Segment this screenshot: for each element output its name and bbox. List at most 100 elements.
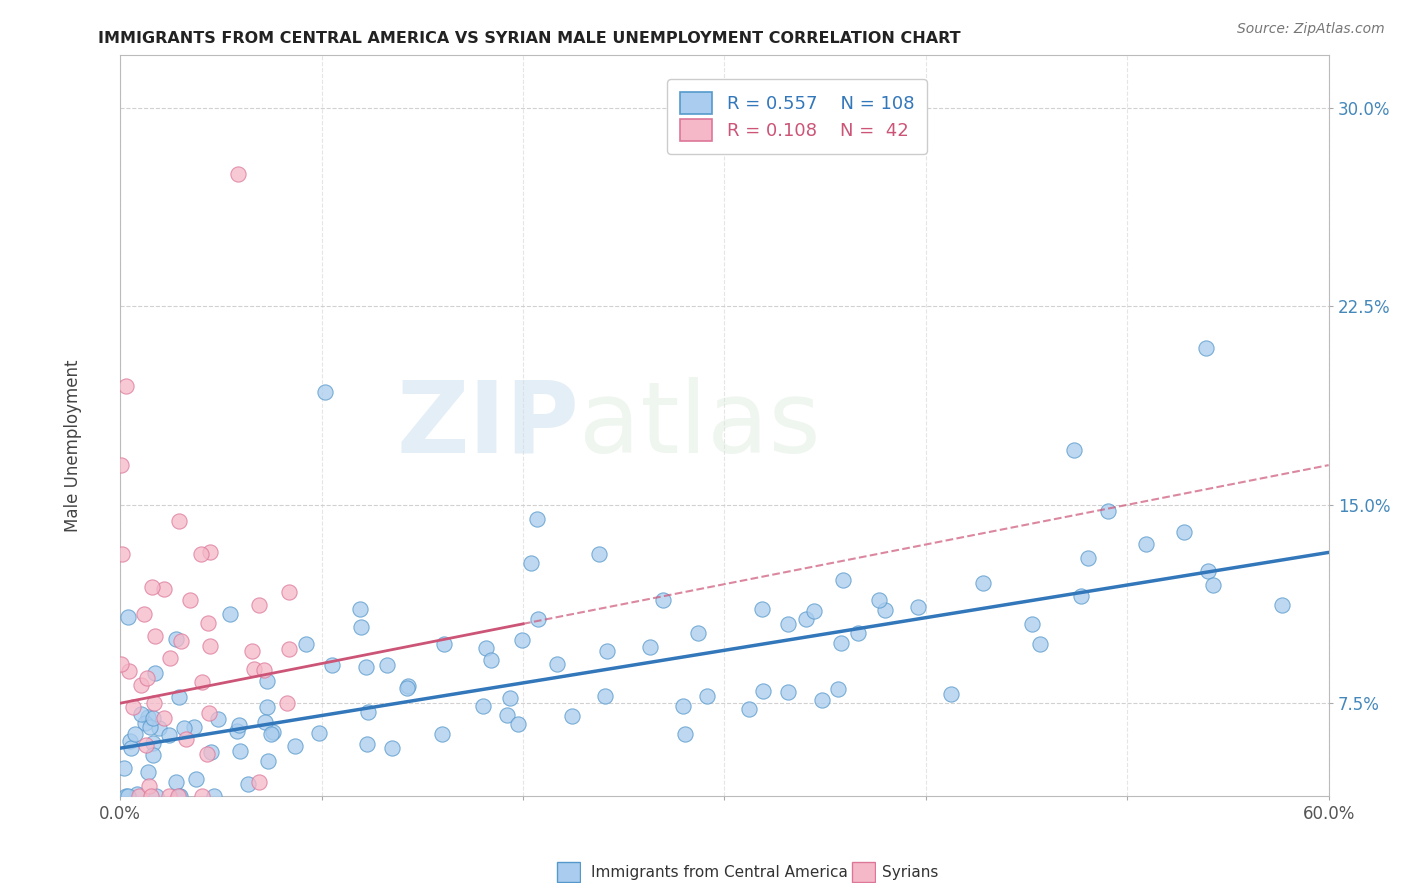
Point xyxy=(157,789,180,803)
Point xyxy=(256,674,278,689)
Text: Source: ZipAtlas.com: Source: ZipAtlas.com xyxy=(1237,22,1385,37)
Point xyxy=(191,675,214,690)
Point xyxy=(638,640,661,654)
Point xyxy=(169,515,191,529)
Text: atlas: atlas xyxy=(579,377,821,474)
Point xyxy=(128,789,150,803)
Point xyxy=(295,637,318,651)
Point xyxy=(672,698,695,713)
Point xyxy=(202,789,225,803)
Point xyxy=(225,723,247,738)
Point xyxy=(165,632,187,647)
Point xyxy=(173,721,195,735)
Point xyxy=(124,727,146,741)
Point xyxy=(688,625,710,640)
Point xyxy=(129,706,152,721)
Point xyxy=(357,705,380,719)
Point xyxy=(1197,564,1219,578)
Point xyxy=(115,378,138,392)
Point xyxy=(561,709,583,723)
Point xyxy=(198,706,221,720)
Point xyxy=(652,592,675,607)
Point xyxy=(321,658,343,673)
Point xyxy=(778,617,800,632)
Point xyxy=(167,690,190,704)
Point xyxy=(596,644,619,658)
Point xyxy=(846,625,869,640)
Point xyxy=(375,658,398,673)
Point xyxy=(673,727,696,741)
Legend: R = 0.557    N = 108, R = 0.108    N =  42: R = 0.557 N = 108, R = 0.108 N = 42 xyxy=(666,79,927,153)
Point xyxy=(496,708,519,723)
Point xyxy=(593,689,616,703)
Point xyxy=(153,582,176,597)
Point xyxy=(200,639,222,653)
Point xyxy=(207,712,229,726)
Point xyxy=(262,725,284,739)
Text: Immigrants from Central America: Immigrants from Central America xyxy=(591,865,848,880)
Point xyxy=(142,748,165,763)
Point xyxy=(256,700,278,714)
Point xyxy=(1021,617,1043,632)
Point xyxy=(350,620,373,634)
Point xyxy=(751,602,773,616)
Point xyxy=(117,609,139,624)
Point xyxy=(811,693,834,707)
Point xyxy=(157,728,180,742)
Point xyxy=(546,657,568,671)
Point xyxy=(136,764,159,779)
Point xyxy=(148,721,170,735)
Point xyxy=(117,789,139,803)
Point xyxy=(972,576,994,591)
Point xyxy=(167,789,190,803)
Point xyxy=(120,741,142,756)
Point xyxy=(110,657,132,671)
Point xyxy=(510,632,533,647)
Point xyxy=(1271,598,1294,612)
Point xyxy=(430,727,453,741)
Point xyxy=(356,737,378,751)
Point xyxy=(165,774,187,789)
Point xyxy=(111,548,134,562)
Point xyxy=(1173,524,1195,539)
Point xyxy=(395,681,418,696)
Point xyxy=(142,736,165,750)
Point xyxy=(118,664,141,678)
Point xyxy=(257,754,280,768)
Point xyxy=(143,696,166,710)
Point xyxy=(143,629,166,643)
Text: Male Unemployment: Male Unemployment xyxy=(65,359,82,533)
Point xyxy=(145,666,167,681)
Point xyxy=(308,726,330,740)
Point xyxy=(284,739,307,754)
Point xyxy=(396,679,419,693)
Point xyxy=(520,556,543,570)
Point xyxy=(169,789,191,803)
Point xyxy=(253,714,276,729)
Point xyxy=(278,641,301,656)
Point xyxy=(136,709,159,723)
Point xyxy=(508,716,530,731)
Point xyxy=(474,640,496,655)
Point xyxy=(190,547,212,561)
Point xyxy=(1070,590,1092,604)
Point xyxy=(184,772,207,786)
Point xyxy=(115,789,138,803)
Point xyxy=(1029,637,1052,651)
Point xyxy=(152,711,174,725)
Point xyxy=(776,684,799,698)
Point xyxy=(159,650,181,665)
Point xyxy=(314,384,336,399)
Point xyxy=(142,711,165,725)
Point xyxy=(1194,342,1216,356)
Point xyxy=(526,512,548,526)
Point xyxy=(1202,578,1225,592)
Point xyxy=(219,607,242,622)
Point xyxy=(498,691,520,706)
Point xyxy=(112,761,135,775)
Point xyxy=(939,687,962,701)
Point xyxy=(1077,551,1099,566)
Point xyxy=(527,612,550,626)
Point xyxy=(276,696,298,710)
Point xyxy=(738,702,761,716)
